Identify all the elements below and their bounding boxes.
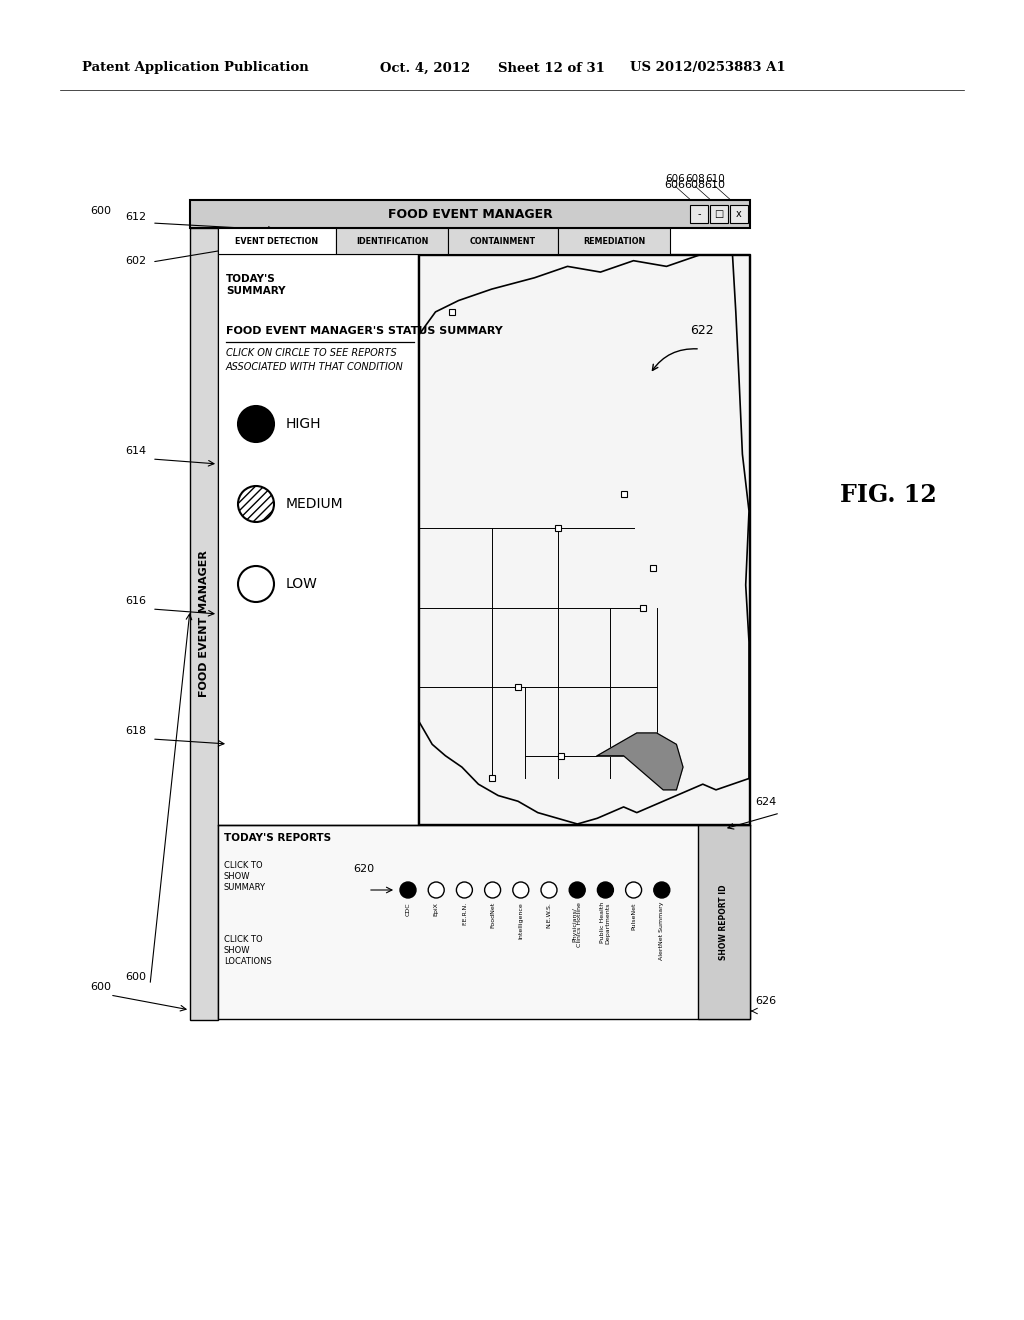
Text: Physicians/
Clinics Hotline: Physicians/ Clinics Hotline — [572, 902, 583, 946]
Bar — [449, 309, 455, 315]
Text: 606: 606 — [666, 174, 685, 183]
Text: x: x — [736, 209, 741, 219]
Circle shape — [513, 882, 528, 898]
Polygon shape — [597, 733, 683, 789]
Bar — [515, 685, 521, 690]
Text: REMEDIATION: REMEDIATION — [583, 236, 645, 246]
Text: Patent Application Publication: Patent Application Publication — [82, 62, 309, 74]
Text: CLICK TO
SHOW
SUMMARY: CLICK TO SHOW SUMMARY — [224, 861, 266, 892]
Bar — [710, 205, 728, 223]
Bar — [218, 228, 336, 253]
Text: FOOD EVENT MANAGER'S STATUS SUMMARY: FOOD EVENT MANAGER'S STATUS SUMMARY — [226, 326, 503, 337]
Text: Public Health
Departments: Public Health Departments — [600, 902, 610, 944]
Bar — [730, 205, 748, 223]
Bar — [558, 752, 564, 759]
Bar — [419, 255, 749, 824]
Text: PulseNet: PulseNet — [631, 902, 636, 929]
Text: 610: 610 — [706, 174, 725, 183]
Bar — [336, 228, 449, 253]
Text: FOOD EVENT MANAGER: FOOD EVENT MANAGER — [388, 207, 552, 220]
Text: Sheet 12 of 31: Sheet 12 of 31 — [498, 62, 605, 74]
Circle shape — [238, 486, 274, 521]
Text: FOOD EVENT MANAGER: FOOD EVENT MANAGER — [199, 550, 209, 697]
Text: 608: 608 — [684, 180, 706, 190]
Text: Oct. 4, 2012: Oct. 4, 2012 — [380, 62, 470, 74]
Bar — [690, 205, 708, 223]
Bar — [190, 201, 750, 228]
Bar — [190, 228, 218, 1020]
Text: -: - — [697, 209, 700, 219]
Text: 602: 602 — [125, 256, 146, 267]
Text: 612: 612 — [125, 213, 146, 222]
Text: FIG. 12: FIG. 12 — [840, 483, 937, 507]
Text: 616: 616 — [125, 597, 146, 606]
Text: Intelligence: Intelligence — [518, 902, 523, 939]
Text: IDENTIFICATION: IDENTIFICATION — [355, 236, 428, 246]
Text: CONTAINMENT: CONTAINMENT — [470, 236, 536, 246]
Text: 600: 600 — [125, 972, 146, 982]
Text: CLICK TO
SHOW
LOCATIONS: CLICK TO SHOW LOCATIONS — [224, 935, 271, 966]
Text: 606: 606 — [665, 180, 685, 190]
Text: 624: 624 — [755, 797, 776, 807]
Text: US 2012/0253883 A1: US 2012/0253883 A1 — [630, 62, 785, 74]
Bar — [218, 825, 750, 1019]
Text: HIGH: HIGH — [286, 417, 322, 432]
Text: FoodNet: FoodNet — [490, 902, 495, 928]
Circle shape — [626, 882, 642, 898]
Text: LOW: LOW — [286, 577, 317, 591]
Text: 626: 626 — [755, 997, 776, 1006]
Bar — [555, 525, 560, 531]
Text: TODAY'S
SUMMARY: TODAY'S SUMMARY — [226, 275, 286, 297]
Text: MEDIUM: MEDIUM — [286, 498, 344, 511]
Text: 622: 622 — [690, 323, 714, 337]
Text: CDC: CDC — [406, 902, 411, 916]
Text: 610: 610 — [705, 180, 725, 190]
Text: SHOW REPORT ID: SHOW REPORT ID — [720, 884, 728, 960]
Text: N.E.W.S.: N.E.W.S. — [547, 902, 552, 928]
Text: TODAY'S REPORTS: TODAY'S REPORTS — [224, 833, 331, 843]
Bar — [558, 228, 670, 253]
Bar — [650, 565, 656, 572]
Bar — [218, 253, 418, 825]
Circle shape — [400, 882, 416, 898]
Bar — [418, 253, 750, 825]
Bar — [488, 775, 495, 781]
Text: □: □ — [715, 209, 724, 219]
Text: EVENT DETECTION: EVENT DETECTION — [236, 236, 318, 246]
Bar — [621, 491, 627, 498]
Bar — [640, 605, 646, 611]
Text: F.E.R.N.: F.E.R.N. — [462, 902, 467, 925]
Text: CLICK ON CIRCLE TO SEE REPORTS
ASSOCIATED WITH THAT CONDITION: CLICK ON CIRCLE TO SEE REPORTS ASSOCIATE… — [226, 348, 403, 372]
Circle shape — [457, 882, 472, 898]
Circle shape — [238, 407, 274, 442]
Bar — [449, 228, 558, 253]
Text: 618: 618 — [125, 726, 146, 737]
Circle shape — [569, 882, 585, 898]
Text: 608: 608 — [685, 174, 705, 183]
Text: 614: 614 — [125, 446, 146, 455]
Circle shape — [484, 882, 501, 898]
Text: EpiX: EpiX — [434, 902, 438, 916]
Circle shape — [541, 882, 557, 898]
Bar — [698, 825, 750, 1019]
Circle shape — [428, 882, 444, 898]
Circle shape — [653, 882, 670, 898]
Text: 620: 620 — [353, 865, 374, 874]
Circle shape — [597, 882, 613, 898]
Circle shape — [238, 566, 274, 602]
Text: 600: 600 — [90, 982, 111, 993]
Text: AlertNet Summary: AlertNet Summary — [659, 902, 665, 961]
Text: 600: 600 — [90, 206, 111, 216]
